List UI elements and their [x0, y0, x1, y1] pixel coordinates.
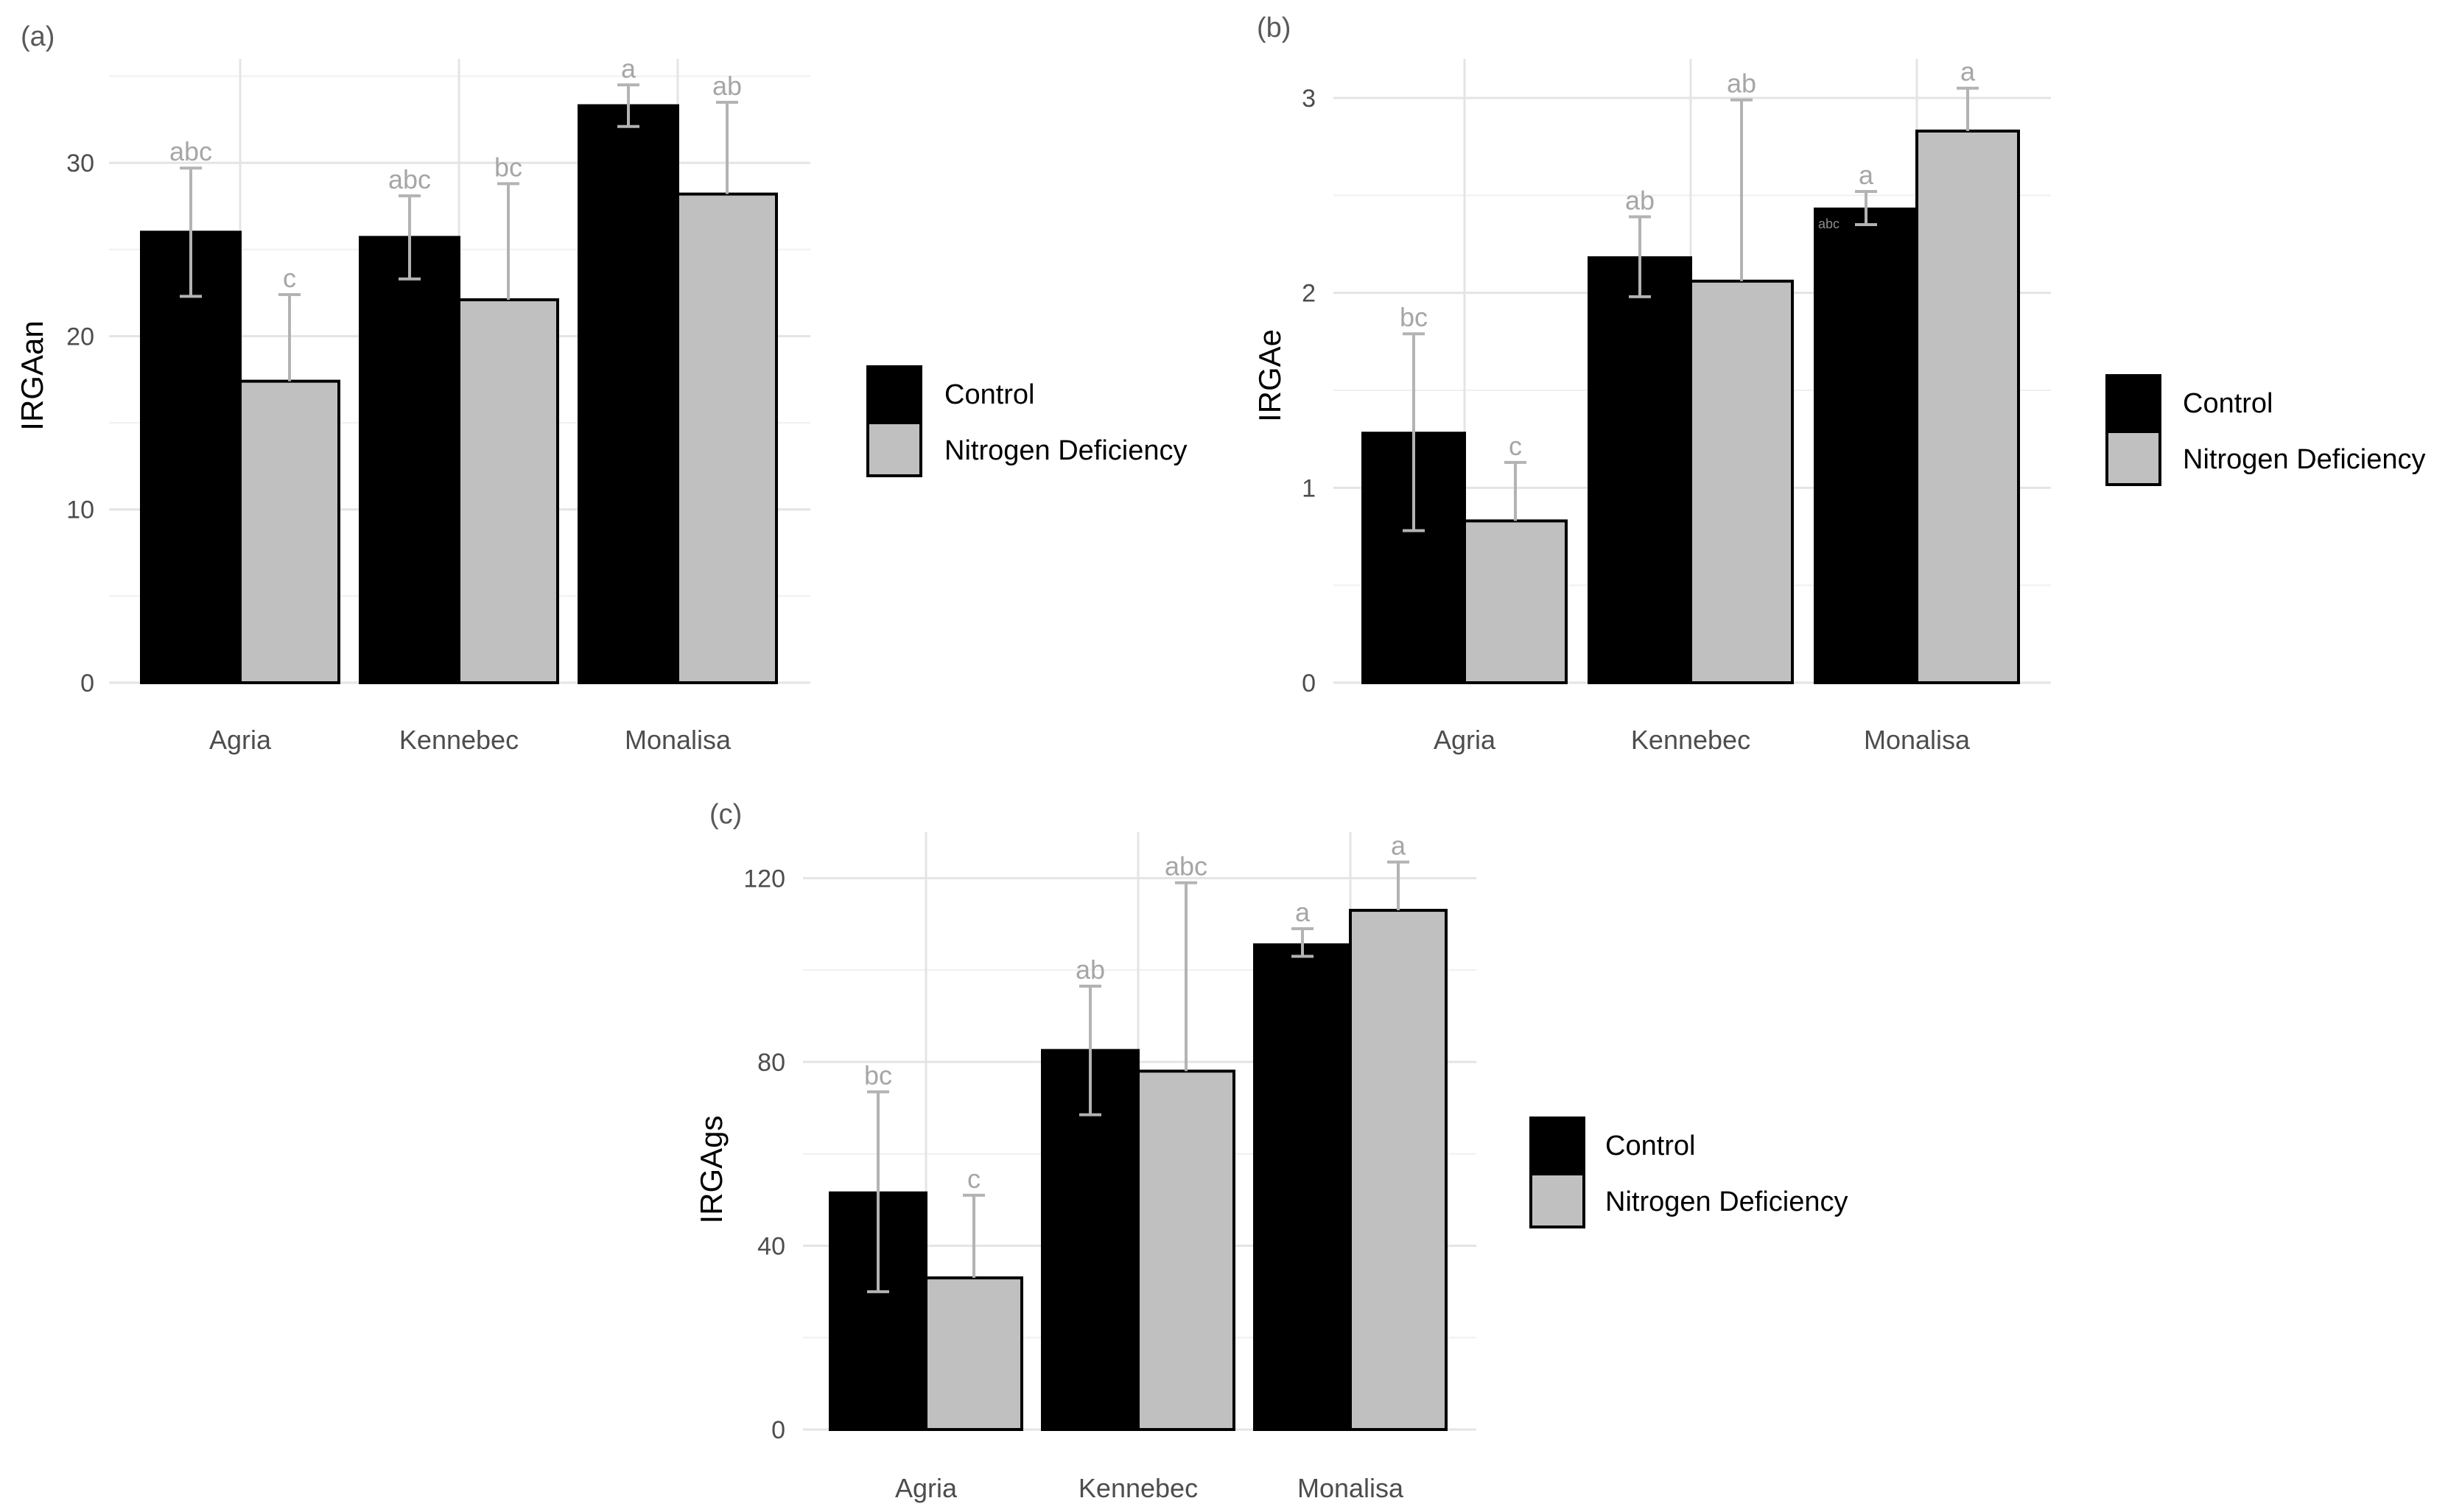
- significance-letter: bc: [1400, 302, 1428, 332]
- y-tick-label: 10: [66, 496, 94, 524]
- bar-control: [1814, 207, 1918, 684]
- significance-letter: c: [1509, 431, 1522, 461]
- bar-nitrogen-deficiency: [676, 192, 778, 684]
- bar-nitrogen-deficiency: [1349, 909, 1448, 1431]
- significance-letter: bc: [494, 152, 522, 182]
- legend-label: Nitrogen Deficiency: [2183, 444, 2425, 475]
- chart-panel-3: (c) IRGAgs 0 40 80 120 Agria Kennebec Monalisa bc…: [694, 799, 1848, 1503]
- significance-letter: c: [283, 263, 296, 293]
- bar-nitrogen-deficiency: [1915, 129, 2020, 684]
- y-axis-title: IRGAe: [1252, 329, 1287, 422]
- legend-key-nitrogen-deficiency: [1529, 1172, 1585, 1228]
- x-tick-label: Agria: [209, 725, 272, 755]
- y-tick-label: 120: [743, 865, 785, 893]
- legend-key-control: [1529, 1117, 1585, 1172]
- y-axis-title: IRGAgs: [694, 1115, 729, 1223]
- significance-letter: ab: [1076, 954, 1105, 985]
- x-tick-label: Monalisa: [625, 725, 732, 755]
- extra-annotation: abc: [1818, 217, 1839, 231]
- x-tick-label: Kennebec: [1079, 1473, 1198, 1503]
- legend-label: Nitrogen Deficiency: [944, 435, 1187, 466]
- y-tick-label: 40: [757, 1232, 785, 1260]
- significance-letter: abc: [388, 164, 431, 194]
- significance-letter: abc: [1165, 851, 1207, 882]
- legend-key-control: [866, 365, 922, 421]
- bar-nitrogen-deficiency: [239, 379, 340, 684]
- y-tick-label: 0: [1302, 669, 1316, 697]
- bar-nitrogen-deficiency: [1463, 519, 1568, 685]
- significance-letter: a: [1859, 160, 1874, 190]
- bar-nitrogen-deficiency: [1137, 1069, 1235, 1432]
- panel-label: (a): [21, 21, 55, 52]
- bar-nitrogen-deficiency: [1689, 279, 1794, 684]
- x-tick-label: Kennebec: [399, 725, 519, 755]
- y-tick-label: 80: [757, 1049, 785, 1077]
- x-tick-label: Monalisa: [1864, 725, 1971, 755]
- bar-control: [1253, 943, 1352, 1431]
- significance-letter: a: [621, 53, 636, 83]
- significance-letter: bc: [864, 1060, 892, 1090]
- significance-letter: ab: [712, 71, 742, 101]
- bar-control: [578, 104, 679, 684]
- bar-control: [1588, 256, 1692, 684]
- x-tick-label: Monalisa: [1297, 1473, 1404, 1503]
- significance-letter: c: [967, 1164, 981, 1194]
- y-tick-label: 1: [1302, 474, 1316, 502]
- y-tick-label: 2: [1302, 280, 1316, 308]
- significance-letter: abc: [169, 136, 212, 166]
- x-tick-label: Agria: [895, 1473, 958, 1503]
- legend-label: Control: [944, 379, 1035, 410]
- y-tick-label: 30: [66, 150, 94, 177]
- bar-control: [140, 231, 242, 684]
- bar-control: [359, 236, 460, 684]
- legend-key-nitrogen-deficiency: [866, 421, 922, 477]
- significance-letter: ab: [1727, 68, 1756, 99]
- legend-label: Nitrogen Deficiency: [1605, 1186, 1848, 1217]
- panel-label: (b): [1257, 13, 1291, 43]
- legend-key-nitrogen-deficiency: [2105, 430, 2161, 486]
- y-axis-title: IRGAan: [15, 320, 49, 430]
- significance-letter: a: [1960, 57, 1976, 87]
- y-tick-label: 20: [66, 323, 94, 351]
- significance-letter: a: [1391, 831, 1406, 861]
- y-tick-label: 0: [80, 669, 94, 697]
- legend-label: Control: [2183, 388, 2273, 419]
- y-tick-label: 0: [771, 1416, 785, 1444]
- bar-nitrogen-deficiency: [925, 1276, 1023, 1431]
- panel-label: (c): [709, 799, 742, 830]
- legend-key-control: [2105, 374, 2161, 430]
- legend-label: Control: [1605, 1131, 1696, 1161]
- significance-letter: a: [1295, 897, 1311, 927]
- y-tick-label: 3: [1302, 85, 1316, 113]
- chart-panel-2: (b) IRGAe 0 1 2 3 Agria Kennebec Monalisa bc ab a c a…: [1252, 13, 2425, 755]
- x-tick-label: Agria: [1434, 725, 1496, 755]
- x-tick-label: Kennebec: [1631, 725, 1750, 755]
- significance-letter: ab: [1625, 185, 1655, 215]
- bar-nitrogen-deficiency: [457, 298, 559, 684]
